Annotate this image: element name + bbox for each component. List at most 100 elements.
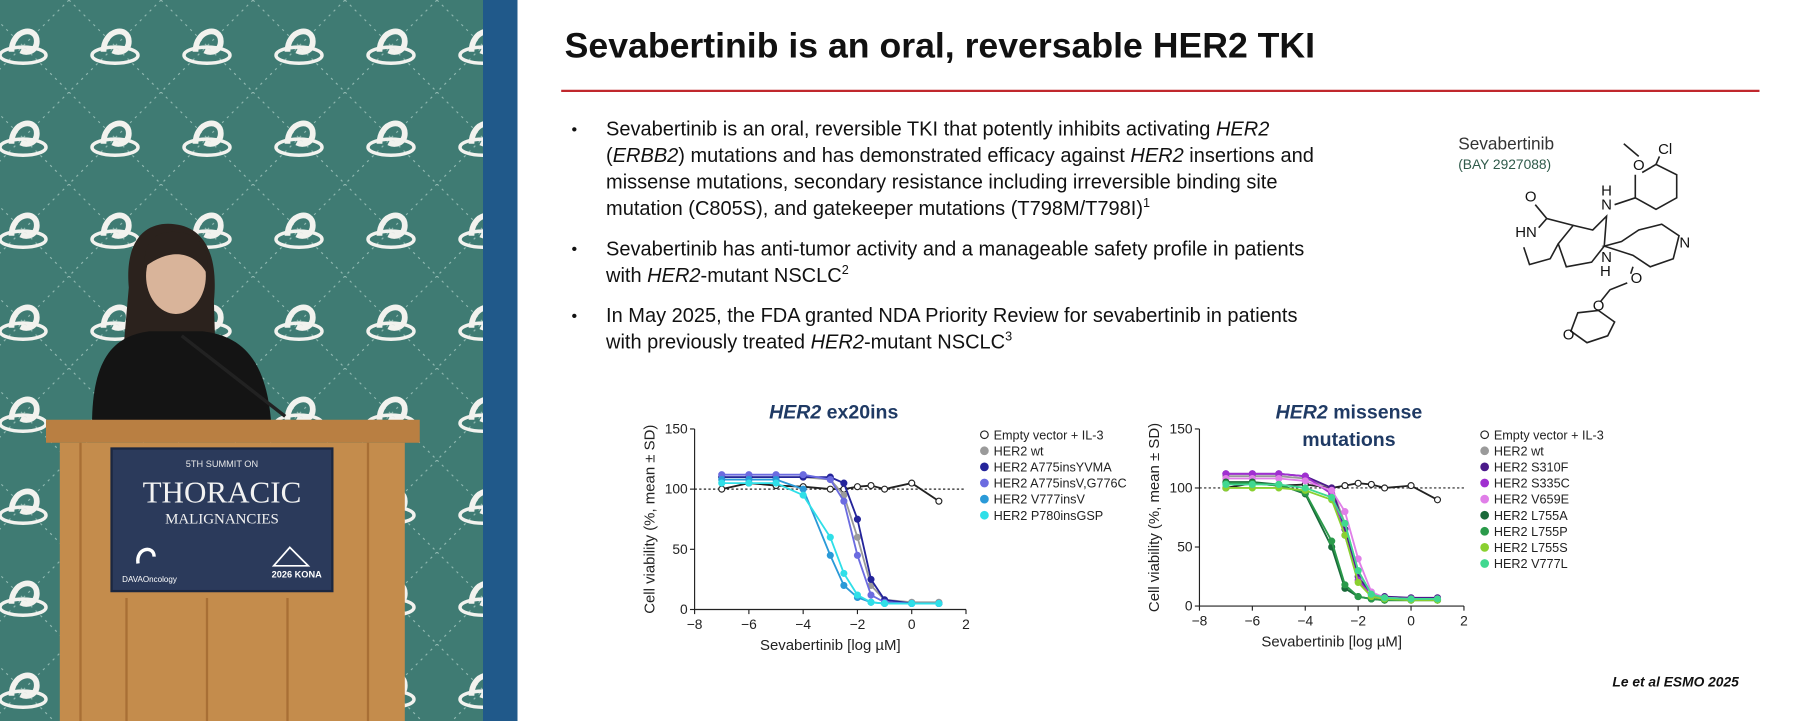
- legend-marker: [980, 446, 989, 456]
- legend-marker: [980, 494, 989, 504]
- slide-title: Sevabertinib is an oral, reversable HER2…: [565, 26, 1315, 66]
- data-point: [1275, 474, 1283, 483]
- legend-label: HER2 wt: [994, 444, 1044, 458]
- atom-label: O: [1563, 326, 1575, 343]
- atom-label: HN: [1515, 224, 1537, 241]
- bullet-text: HER2: [1130, 143, 1184, 167]
- data-point: [853, 591, 862, 599]
- atom-label: O: [1525, 188, 1537, 205]
- legend-marker: [1480, 526, 1490, 536]
- x-tick-label: −4: [795, 617, 811, 632]
- atom-label: N: [1601, 196, 1612, 213]
- bullet-text: 1: [1142, 196, 1151, 211]
- chart: HER2 missense mutations 0 50 100 150 −8 −6 −4 −2 0…: [1146, 402, 1604, 651]
- data-point: [1328, 493, 1336, 501]
- data-point: [867, 575, 875, 583]
- legend-marker: [1480, 462, 1490, 472]
- data-point: [718, 479, 726, 487]
- x-tick-label: −8: [1192, 614, 1208, 629]
- data-point: [1367, 480, 1375, 489]
- data-point: [799, 491, 807, 499]
- bullet-text: HER2: [1215, 117, 1270, 141]
- x-tick-label: 0: [1407, 614, 1415, 629]
- legend-marker: [1480, 559, 1490, 568]
- bullet-text: (: [606, 143, 613, 167]
- bullet: In May 2025, the FDA granted NDA Priorit…: [572, 302, 1331, 355]
- data-point: [826, 475, 834, 484]
- bullet-text: ERBB2: [612, 143, 679, 167]
- legend-marker: [980, 430, 989, 440]
- x-tick-label: −6: [1244, 614, 1260, 629]
- frame-strip: [483, 0, 518, 721]
- data-point: [1433, 595, 1442, 603]
- data-point: [1367, 590, 1375, 598]
- bullet-list: Sevabertinib is an oral, reversible TKI …: [572, 116, 1331, 369]
- chart-title: mutations: [1302, 429, 1395, 451]
- data-point: [1407, 482, 1415, 490]
- data-point: [772, 479, 780, 487]
- data-point: [1341, 508, 1349, 516]
- legend-label: HER2 wt: [1494, 444, 1544, 458]
- data-point: [826, 485, 834, 493]
- molecule-name: Sevabertinib: [1458, 134, 1554, 154]
- podium-line: 5TH SUMMIT ON: [186, 459, 258, 469]
- podium-logo: DAVAOncology: [122, 575, 177, 584]
- y-tick-label: 50: [672, 542, 688, 557]
- chart: HER2 ex20ins 0 50 100 150 −8 −6 −4 −2 0 2 Sevaberti…: [641, 402, 1126, 654]
- bullet-text: HER2: [810, 330, 864, 354]
- data-point: [1222, 480, 1230, 489]
- podium-heading: THORACIC: [143, 475, 302, 510]
- legend-label: HER2 L755P: [1494, 525, 1568, 539]
- legend-label: HER2 V777insV: [994, 493, 1086, 507]
- data-point: [853, 551, 862, 559]
- legend-label: HER2 V659E: [1494, 493, 1569, 507]
- x-tick-label: −4: [1297, 614, 1313, 629]
- legend-marker: [1480, 494, 1490, 504]
- data-point: [1301, 477, 1309, 485]
- bullet-text: HER2: [647, 263, 701, 287]
- data-point: [935, 599, 943, 608]
- data-point: [1275, 480, 1283, 489]
- y-tick-label: 150: [1170, 422, 1193, 437]
- atom-label: O: [1631, 270, 1643, 287]
- bullet-text: Sevabertinib is an oral, reversible TKI …: [606, 117, 1216, 141]
- x-axis-label: Sevabertinib [log µM]: [760, 637, 901, 654]
- atom-label: H: [1601, 183, 1612, 200]
- legend-label: HER2 A775insYVMA: [994, 461, 1113, 475]
- podium-logo-icon: [136, 547, 156, 564]
- speaker: [92, 223, 287, 426]
- bullet-text: 2: [841, 263, 849, 278]
- y-tick-label: 100: [665, 482, 688, 497]
- atom-label: N: [1601, 249, 1612, 266]
- atom-label: O: [1633, 157, 1645, 174]
- legend-marker: [980, 462, 989, 472]
- legend-label: HER2 V777L: [1494, 557, 1568, 571]
- data-point: [853, 483, 862, 491]
- data-point: [826, 533, 834, 541]
- legend-label: Empty vector + IL-3: [1494, 428, 1604, 442]
- data-point: [867, 598, 875, 606]
- citation: Le et al ESMO 2025: [1612, 675, 1739, 690]
- data-point: [908, 479, 916, 487]
- x-tick-label: −2: [1350, 614, 1366, 629]
- podium-line: MALIGNANCIES: [165, 511, 279, 527]
- data-point: [745, 479, 753, 487]
- chart-title-part: HER2: [769, 402, 821, 424]
- data-point: [1381, 594, 1389, 602]
- legend-label: HER2 A775insV,G776C: [994, 477, 1127, 491]
- x-tick-label: 2: [962, 617, 970, 632]
- bullet-text: -mutant NSCLC: [863, 330, 1006, 354]
- data-point: [1407, 595, 1415, 603]
- x-tick-label: −2: [850, 617, 866, 632]
- x-axis-label: Sevabertinib [log µM]: [1261, 633, 1402, 650]
- legend-marker: [980, 510, 989, 520]
- data-point: [826, 551, 834, 559]
- data-point: [840, 479, 848, 487]
- podium: [46, 419, 420, 721]
- data-point: [935, 497, 943, 505]
- y-axis-label: Cell viability (%, mean ± SD): [1146, 423, 1163, 612]
- podium-logo: 2026 KONA: [272, 569, 322, 579]
- legend-marker: [1480, 510, 1490, 520]
